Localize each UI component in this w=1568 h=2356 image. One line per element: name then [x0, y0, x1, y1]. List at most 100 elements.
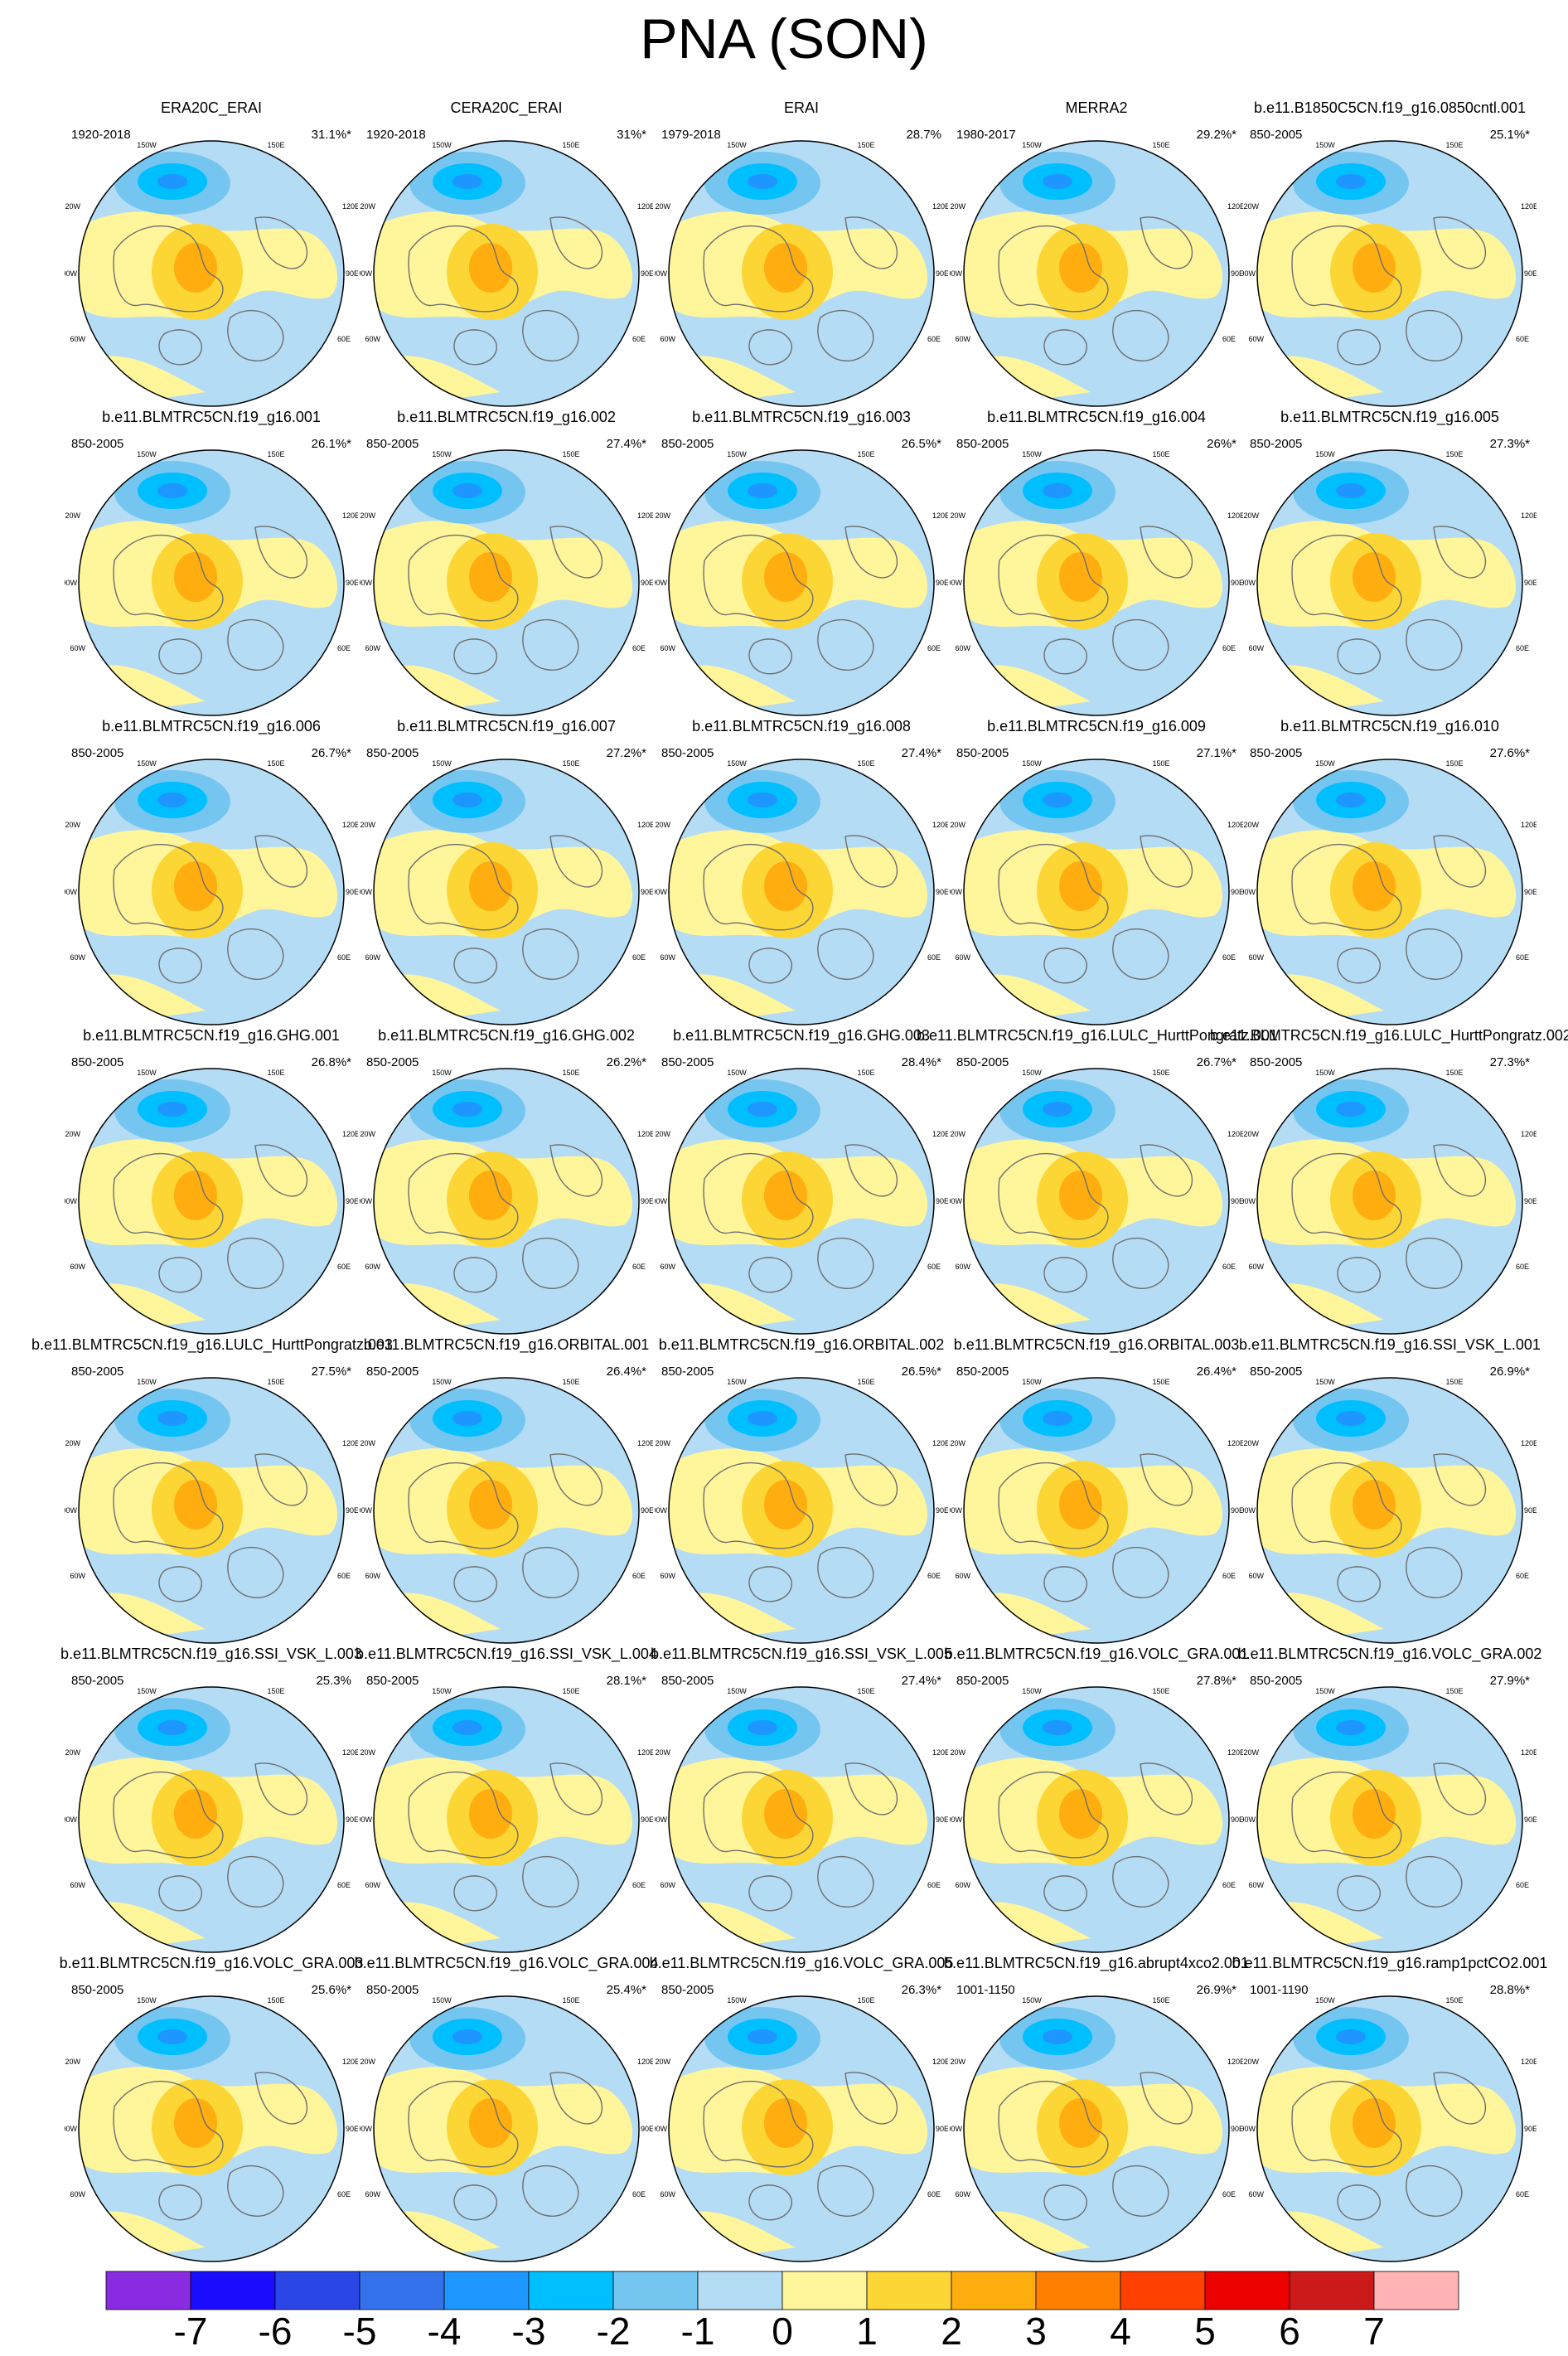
polar-map: 180150W150E120W120E90W90E60W60E30W30E0	[1243, 1377, 1537, 1644]
coastline	[844, 216, 898, 269]
longitude-label: 150E	[1445, 759, 1463, 768]
longitude-label: 150E	[857, 141, 874, 149]
longitude-label: 90W	[1243, 269, 1256, 278]
coastline	[1406, 1237, 1463, 1289]
longitude-label: 60E	[632, 953, 646, 962]
coastline	[1112, 928, 1169, 980]
map-panel: b.e11.BLMTRC5CN.f19_g16.010 850-2005 27.6%…	[1243, 718, 1537, 1025]
panel-title: b.e11.BLMTRC5CN.f19_g16.VOLC_GRA.002	[1237, 1646, 1542, 1662]
coastline	[254, 1453, 308, 1506]
longitude-label: 120E	[1227, 202, 1243, 211]
longitude-label: 120E	[342, 2058, 358, 2066]
panel-period: 850-2005	[71, 1983, 124, 1997]
map-panel: b.e11.BLMTRC5CN.f19_g16.006 850-2005 26.7%…	[65, 718, 358, 1025]
positive-anomaly-contour	[764, 552, 807, 602]
panel-period: 850-2005	[366, 1983, 419, 1997]
longitude-label: 150E	[1152, 141, 1169, 149]
coastline	[113, 843, 224, 931]
coastline	[453, 948, 497, 984]
longitude-label: 90W	[950, 1197, 962, 1205]
colorbar-tick-label: -3	[512, 2310, 546, 2353]
longitude-label: 150W	[1315, 1996, 1335, 2005]
map-panel: b.e11.BLMTRC5CN.f19_g16.VOLC_GRA.002 850-…	[1238, 1646, 1541, 1953]
longitude-label: 60E	[1516, 2190, 1529, 2198]
panel-period: 850-2005	[956, 746, 1009, 760]
panel-period: 850-2005	[956, 437, 1009, 451]
map-panel: b.e11.BLMTRC5CN.f19_g16.GHG.001 850-2005 2…	[65, 1027, 358, 1335]
longitude-label: 120W	[1243, 2058, 1260, 2066]
longitude-label: 120W	[655, 1748, 671, 1757]
polar-map: 180150W150E120W120E90W90E60W60E30W30E0	[950, 140, 1243, 407]
longitude-label: 60E	[1222, 1881, 1236, 1889]
positive-anomaly-contour	[1059, 861, 1102, 911]
panel-title: b.e11.BLMTRC5CN.f19_g16.LULC_HurttPongra…	[1210, 1027, 1568, 1044]
positive-anomaly-contour	[764, 1480, 807, 1529]
coastline	[254, 1144, 308, 1197]
longitude-label: 90W	[655, 1197, 667, 1205]
longitude-label: 90W	[360, 579, 372, 587]
coastline	[227, 309, 284, 361]
longitude-label: 90W	[1243, 1197, 1256, 1205]
map-boundary	[963, 1377, 1230, 1644]
longitude-label: 150W	[432, 1687, 452, 1695]
map-panel: b.e11.BLMTRC5CN.f19_g16.004 850-2005 26%* 1…	[950, 409, 1243, 716]
coastline	[748, 1875, 792, 1912]
positive-anomaly-contour	[1059, 1480, 1102, 1529]
coastline	[408, 1462, 519, 1549]
map-panel: b.e11.BLMTRC5CN.f19_g16.SSI_VSK_L.004 850…	[356, 1646, 657, 1953]
panel-variance-pct: 26.7%*	[1196, 1055, 1236, 1069]
positive-anomaly-contour	[174, 243, 217, 293]
coastline	[748, 2184, 792, 2221]
longitude-label: 120E	[637, 1130, 653, 1138]
coastline	[1291, 2080, 1402, 2168]
polar-map: 180150W150E120W120E90W90E60W60E30W30E0	[950, 1377, 1243, 1644]
positive-anomaly-contour	[469, 1789, 512, 1839]
longitude-label: 120W	[360, 1130, 376, 1138]
longitude-label: 60E	[337, 1572, 351, 1580]
longitude-label: 90E	[346, 2125, 358, 2133]
coastline	[522, 1237, 579, 1289]
coastline	[113, 534, 224, 622]
longitude-label: 60E	[632, 2190, 646, 2198]
coastline	[998, 843, 1109, 931]
coastline	[1140, 2072, 1193, 2125]
longitude-label: 60E	[337, 1263, 351, 1271]
coastline	[408, 1771, 519, 1859]
longitude-label: 90W	[360, 269, 372, 278]
colorbar-segment	[1289, 2271, 1375, 2310]
coastline	[844, 2072, 898, 2125]
coastline	[227, 1546, 284, 1598]
longitude-label: 120W	[360, 2058, 376, 2066]
panel-variance-pct: 26%*	[1207, 437, 1236, 451]
panel-title: b.e11.BLMTRC5CN.f19_g16.SSI_VSK_L.003	[60, 1646, 362, 1662]
negative-anomaly-contour	[748, 2029, 777, 2044]
longitude-label: 150W	[137, 450, 157, 458]
map-boundary	[1256, 140, 1523, 407]
longitude-label: 60E	[927, 2190, 941, 2198]
longitude-label: 60W	[955, 953, 970, 962]
colorbar-tick-label: -4	[428, 2310, 462, 2353]
longitude-label: 120W	[950, 1748, 966, 1757]
longitude-label: 60E	[927, 1263, 941, 1271]
coastline	[748, 329, 792, 366]
coastline	[227, 1237, 284, 1289]
longitude-label: 120E	[342, 202, 358, 211]
longitude-label: 90W	[1243, 888, 1256, 896]
panel-title: b.e11.BLMTRC5CN.f19_g16.VOLC_GRA.005	[649, 1955, 954, 1971]
longitude-label: 60E	[927, 335, 941, 343]
longitude-label: 150W	[727, 141, 747, 149]
map-boundary	[963, 140, 1230, 407]
map-boundary	[373, 140, 640, 407]
panel-variance-pct: 26.3%*	[901, 1983, 941, 1997]
polar-map: 180150W150E120W120E90W90E60W60E30W30E0	[360, 1068, 653, 1335]
longitude-label: 90E	[936, 269, 948, 278]
coastline	[113, 225, 224, 313]
longitude-label: 60E	[927, 1881, 941, 1889]
coastline	[998, 1152, 1109, 1240]
panel-title: b.e11.BLMTRC5CN.f19_g16.006	[102, 718, 321, 734]
longitude-label: 60E	[1222, 644, 1236, 652]
longitude-label: 150W	[137, 1996, 157, 2005]
panel-period: 1980-2017	[956, 128, 1016, 142]
longitude-label: 60W	[70, 644, 85, 652]
longitude-label: 150E	[1152, 759, 1169, 768]
